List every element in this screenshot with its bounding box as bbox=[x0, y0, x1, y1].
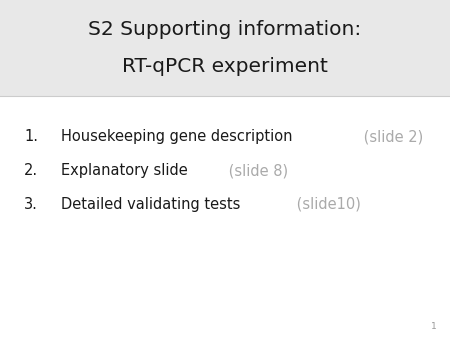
Text: 3.: 3. bbox=[24, 197, 38, 212]
Text: Explanatory slide: Explanatory slide bbox=[61, 163, 188, 178]
Text: 2.: 2. bbox=[24, 163, 38, 178]
Text: S2 Supporting information:: S2 Supporting information: bbox=[88, 20, 362, 39]
Text: (slide 8): (slide 8) bbox=[224, 163, 288, 178]
Bar bbox=[0, 0, 450, 96]
Text: (slide 2): (slide 2) bbox=[360, 129, 424, 144]
Text: 1: 1 bbox=[431, 322, 436, 331]
Text: Housekeeping gene description: Housekeeping gene description bbox=[61, 129, 292, 144]
Text: Detailed validating tests: Detailed validating tests bbox=[61, 197, 240, 212]
Text: 1.: 1. bbox=[24, 129, 38, 144]
Text: RT-qPCR experiment: RT-qPCR experiment bbox=[122, 57, 328, 76]
Text: (slide10): (slide10) bbox=[292, 197, 361, 212]
